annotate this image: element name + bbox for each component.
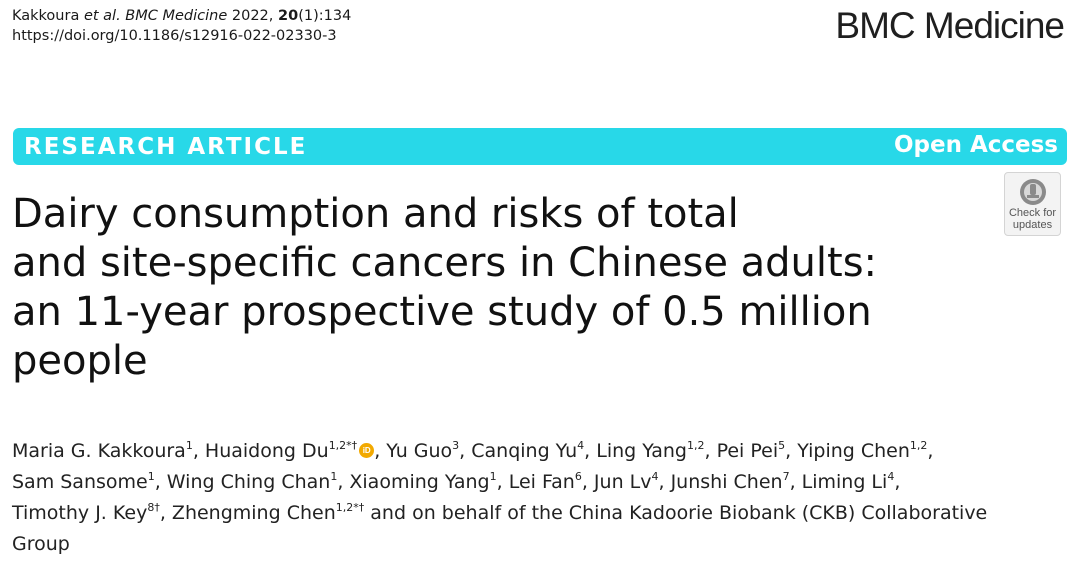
orcid-icon[interactable]: iD: [359, 443, 375, 458]
article-type-label: RESEARCH ARTICLE: [24, 134, 308, 160]
affiliation-sup: 3: [452, 439, 460, 452]
affiliation-sup: 7: [782, 470, 790, 483]
author-name[interactable]: , Wing Ching Chan: [154, 471, 331, 493]
affiliation-sup: 1,2: [909, 439, 928, 452]
doi-link[interactable]: https://doi.org/10.1186/s12916-022-02330…: [12, 28, 337, 44]
author-line-1: Maria G. Kakkoura1, Huaidong Du1,2*† iD, …: [12, 436, 1062, 467]
author-name[interactable]: , Zhengming Chen: [159, 502, 336, 524]
author-name[interactable]: , Yu Guo: [374, 440, 453, 462]
citation-year: 2022,: [231, 8, 278, 24]
affiliation-sup: 1: [147, 470, 155, 483]
author-line-2: Sam Sansome1, Wing Ching Chan1, Xiaoming…: [12, 467, 1062, 498]
author-name[interactable]: , Yiping Chen: [785, 440, 910, 462]
author-line-3: Timothy J. Key8†, Zhengming Chen1,2*† an…: [12, 498, 1062, 529]
author-name[interactable]: Sam Sansome: [12, 471, 148, 493]
citation-issue: (1):134: [298, 8, 352, 24]
author-name[interactable]: , Liming Li: [789, 471, 888, 493]
author-name[interactable]: , Jun Lv: [581, 471, 652, 493]
collaborative-group-text: and on behalf of the China Kadoorie Biob…: [364, 502, 988, 524]
citation-journal: BMC Medicine: [125, 8, 228, 24]
article-title: Dairy consumption and risks of total and…: [12, 190, 1012, 386]
affiliation-sup: 5: [778, 439, 786, 452]
citation-author: Kakkoura: [12, 8, 84, 24]
author-name[interactable]: , Huaidong Du: [192, 440, 329, 462]
author-name[interactable]: Timothy J. Key: [12, 502, 148, 524]
journal-logo[interactable]: BMC Medicine: [835, 5, 1065, 46]
check-for-updates-button[interactable]: Check for updates: [1004, 172, 1061, 236]
check-for-updates-line1: Check for: [1008, 207, 1057, 219]
title-line: and site-specific cancers in Chinese adu…: [12, 240, 878, 286]
title-line: an 11-year prospective study of 0.5 mill…: [12, 289, 872, 335]
separator: ,: [894, 471, 901, 493]
author-line-4: Group: [12, 533, 70, 555]
open-access-label[interactable]: Open Access: [893, 132, 1058, 158]
affiliation-sup: 4: [887, 470, 895, 483]
citation-et-al: et al.: [83, 8, 121, 24]
affiliation-sup: 1: [330, 470, 338, 483]
title-line: people: [12, 338, 148, 384]
author-name[interactable]: , Lei Fan: [496, 471, 575, 493]
check-for-updates-line2: updates: [1012, 219, 1053, 231]
citation-line: Kakkoura et al. BMC Medicine 2022, 20(1)…: [12, 6, 351, 26]
title-line: Dairy consumption and risks of total: [12, 191, 739, 237]
check-for-updates-icon: [1019, 179, 1046, 205]
article-type-banner: RESEARCH ARTICLE Open Access: [13, 128, 1067, 165]
author-name[interactable]: , Junshi Chen: [658, 471, 783, 493]
affiliation-sup: 4: [577, 439, 585, 452]
orcid-label: iD: [362, 446, 371, 455]
author-list: Maria G. Kakkoura1, Huaidong Du1,2*† iD, …: [12, 436, 1062, 560]
affiliation-sup: 1,2*†: [335, 501, 365, 514]
affiliation-sup: 1,2: [686, 439, 705, 452]
affiliation-sup: 6: [574, 470, 582, 483]
author-name[interactable]: , Xiaoming Yang: [337, 471, 490, 493]
author-name[interactable]: , Ling Yang: [584, 440, 687, 462]
affiliation-sup: 1: [489, 470, 497, 483]
affiliation-sup: 1,2*†: [328, 439, 358, 452]
citation-header: Kakkoura et al. BMC Medicine 2022, 20(1)…: [12, 6, 351, 46]
author-name[interactable]: , Pei Pei: [704, 440, 779, 462]
separator: ,: [927, 440, 934, 462]
affiliation-sup: 4: [651, 470, 659, 483]
author-name[interactable]: , Canqing Yu: [459, 440, 578, 462]
affiliation-sup: 1: [185, 439, 193, 452]
author-name[interactable]: Maria G. Kakkoura: [12, 440, 186, 462]
citation-volume: 20: [278, 8, 299, 24]
affiliation-sup: 8†: [147, 501, 160, 514]
